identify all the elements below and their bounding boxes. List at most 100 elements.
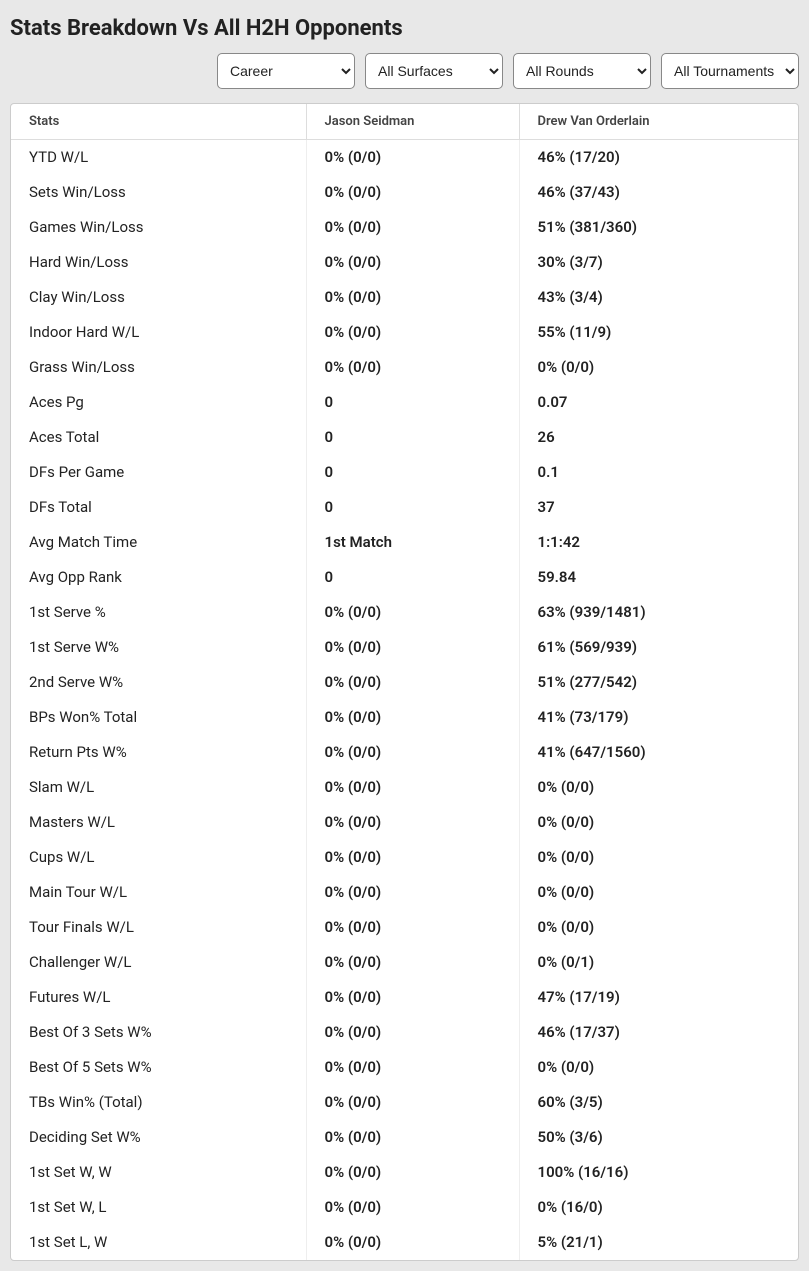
stat-value: 5% (21/1) (519, 1225, 798, 1260)
table-row: Grass Win/Loss0% (0/0)0% (0/0) (11, 350, 798, 385)
stat-value: 0% (0/0) (306, 1050, 519, 1085)
stat-label: Clay Win/Loss (11, 280, 306, 315)
stat-label: Tour Finals W/L (11, 910, 306, 945)
stat-label: Slam W/L (11, 770, 306, 805)
stat-value: 0% (16/0) (519, 1190, 798, 1225)
stats-table: Stats Jason Seidman Drew Van Orderlain Y… (11, 104, 798, 1260)
table-row: Avg Opp Rank059.84 (11, 560, 798, 595)
table-row: DFs Per Game00.1 (11, 455, 798, 490)
stat-value: 0% (0/0) (306, 175, 519, 210)
stat-value: 0% (0/0) (306, 210, 519, 245)
stat-value: 1st Match (306, 525, 519, 560)
stat-value: 0% (0/0) (306, 315, 519, 350)
stat-value: 0% (0/0) (306, 1120, 519, 1155)
table-header-row: Stats Jason Seidman Drew Van Orderlain (11, 104, 798, 140)
stat-value: 0% (0/0) (306, 1015, 519, 1050)
stat-value: 50% (3/6) (519, 1120, 798, 1155)
stat-value: 0% (0/0) (306, 280, 519, 315)
table-row: 1st Set W, W0% (0/0)100% (16/16) (11, 1155, 798, 1190)
stat-value: 61% (569/939) (519, 630, 798, 665)
stat-label: 1st Set W, L (11, 1190, 306, 1225)
stat-label: BPs Won% Total (11, 700, 306, 735)
table-row: 1st Set L, W0% (0/0)5% (21/1) (11, 1225, 798, 1260)
stat-value: 0% (0/0) (306, 875, 519, 910)
stat-label: 1st Serve W% (11, 630, 306, 665)
stat-value: 59.84 (519, 560, 798, 595)
stat-label: Sets Win/Loss (11, 175, 306, 210)
stat-label: DFs Per Game (11, 455, 306, 490)
stat-value: 0% (0/0) (306, 700, 519, 735)
table-row: Sets Win/Loss0% (0/0)46% (37/43) (11, 175, 798, 210)
stat-value: 0 (306, 490, 519, 525)
table-row: YTD W/L0% (0/0)46% (17/20) (11, 140, 798, 175)
table-row: Aces Total026 (11, 420, 798, 455)
table-row: 1st Set W, L0% (0/0)0% (16/0) (11, 1190, 798, 1225)
col-header-player1: Jason Seidman (306, 104, 519, 140)
stat-label: Best Of 3 Sets W% (11, 1015, 306, 1050)
stat-value: 0% (0/0) (306, 910, 519, 945)
stat-label: Games Win/Loss (11, 210, 306, 245)
table-row: Deciding Set W%0% (0/0)50% (3/6) (11, 1120, 798, 1155)
filter-round[interactable]: All Rounds (513, 53, 651, 89)
stat-value: 41% (73/179) (519, 700, 798, 735)
stats-table-container: Stats Jason Seidman Drew Van Orderlain Y… (10, 103, 799, 1261)
stat-label: Challenger W/L (11, 945, 306, 980)
stat-label: 2nd Serve W% (11, 665, 306, 700)
stat-value: 0% (0/0) (306, 350, 519, 385)
stat-value: 0% (0/0) (306, 980, 519, 1015)
filter-period[interactable]: Career (217, 53, 355, 89)
stat-value: 46% (17/20) (519, 140, 798, 175)
stat-value: 0% (0/1) (519, 945, 798, 980)
stat-label: Main Tour W/L (11, 875, 306, 910)
filter-tournament[interactable]: All Tournaments (661, 53, 799, 89)
table-row: Best Of 3 Sets W%0% (0/0)46% (17/37) (11, 1015, 798, 1050)
table-row: 1st Serve %0% (0/0)63% (939/1481) (11, 595, 798, 630)
stat-label: Indoor Hard W/L (11, 315, 306, 350)
stat-value: 60% (3/5) (519, 1085, 798, 1120)
table-row: Aces Pg00.07 (11, 385, 798, 420)
table-row: Slam W/L0% (0/0)0% (0/0) (11, 770, 798, 805)
stat-value: 0.07 (519, 385, 798, 420)
stat-value: 0 (306, 420, 519, 455)
table-row: Hard Win/Loss0% (0/0)30% (3/7) (11, 245, 798, 280)
stat-value: 0% (0/0) (306, 1155, 519, 1190)
table-row: Cups W/L0% (0/0)0% (0/0) (11, 840, 798, 875)
stat-value: 0% (0/0) (519, 770, 798, 805)
stat-value: 43% (3/4) (519, 280, 798, 315)
stat-label: 1st Set L, W (11, 1225, 306, 1260)
stat-label: Deciding Set W% (11, 1120, 306, 1155)
table-row: Indoor Hard W/L0% (0/0)55% (11/9) (11, 315, 798, 350)
stat-value: 0 (306, 385, 519, 420)
stat-value: 46% (37/43) (519, 175, 798, 210)
stat-value: 41% (647/1560) (519, 735, 798, 770)
col-header-stats: Stats (11, 104, 306, 140)
stat-value: 0% (0/0) (519, 840, 798, 875)
stat-label: Aces Total (11, 420, 306, 455)
stat-label: Masters W/L (11, 805, 306, 840)
filter-surface[interactable]: All Surfaces (365, 53, 503, 89)
stat-label: DFs Total (11, 490, 306, 525)
stat-label: 1st Serve % (11, 595, 306, 630)
stat-value: 0% (0/0) (306, 945, 519, 980)
stat-value: 46% (17/37) (519, 1015, 798, 1050)
table-row: TBs Win% (Total)0% (0/0)60% (3/5) (11, 1085, 798, 1120)
stat-value: 0 (306, 560, 519, 595)
table-row: 2nd Serve W%0% (0/0)51% (277/542) (11, 665, 798, 700)
table-row: Main Tour W/L0% (0/0)0% (0/0) (11, 875, 798, 910)
stat-label: Return Pts W% (11, 735, 306, 770)
stat-value: 0% (0/0) (519, 910, 798, 945)
table-row: Return Pts W%0% (0/0)41% (647/1560) (11, 735, 798, 770)
table-row: Futures W/L0% (0/0)47% (17/19) (11, 980, 798, 1015)
stat-value: 0% (0/0) (306, 1085, 519, 1120)
stat-value: 0% (0/0) (306, 595, 519, 630)
stat-value: 0% (0/0) (306, 805, 519, 840)
stat-value: 0% (0/0) (306, 140, 519, 175)
stat-value: 37 (519, 490, 798, 525)
stat-value: 63% (939/1481) (519, 595, 798, 630)
stat-value: 0% (0/0) (306, 665, 519, 700)
stat-value: 1:1:42 (519, 525, 798, 560)
table-row: DFs Total037 (11, 490, 798, 525)
stat-label: Avg Opp Rank (11, 560, 306, 595)
stat-value: 0% (0/0) (306, 1190, 519, 1225)
stat-label: Grass Win/Loss (11, 350, 306, 385)
